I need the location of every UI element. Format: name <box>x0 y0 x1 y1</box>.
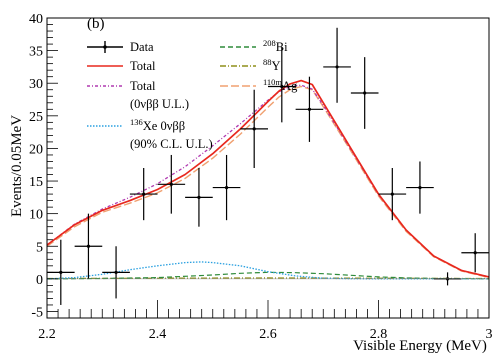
y-tick-label: 40 <box>29 12 43 27</box>
legend-xe-label: 136Xe 0νββ <box>130 117 185 133</box>
legend-ag-rest: Ag <box>282 79 298 93</box>
legend-total-label: Total <box>130 59 156 73</box>
legend-y-sup: 88 <box>263 57 272 67</box>
y-axis-label: Events/0.05MeV <box>9 115 25 217</box>
data-point <box>268 47 296 123</box>
axes: 2.2 2.4 2.6 2.8 3 -5 0 5 10 15 20 25 30 35 40 <box>29 12 493 342</box>
legend-data-label: Data <box>130 40 154 54</box>
x-tick-label: 3 <box>486 327 493 342</box>
data-point <box>350 57 379 129</box>
data-point <box>295 76 324 142</box>
series-line-total <box>46 79 490 278</box>
data-point <box>378 168 407 221</box>
y-tick-label: 20 <box>29 142 43 157</box>
y-tick-label: 15 <box>29 175 43 190</box>
data-point <box>240 89 268 168</box>
series-line-total-ul <box>46 84 490 278</box>
y-tick-label: 35 <box>29 45 43 60</box>
legend-y-rest: Y <box>272 59 281 73</box>
legend-ag-sup: 110m <box>263 77 282 87</box>
data-point <box>157 154 186 214</box>
series-line-xe <box>46 261 489 280</box>
legend-data-swatch <box>87 41 123 53</box>
data-point <box>185 168 213 227</box>
x-tick-label: 2.4 <box>149 327 167 342</box>
legend-xe-sup: 136 <box>130 117 143 127</box>
legend-xe-rest: Xe 0νββ <box>143 119 185 133</box>
data-points <box>47 27 489 305</box>
x-tick-label: 2.8 <box>370 327 388 342</box>
x-axis-label: Visible Energy (MeV) <box>353 338 487 354</box>
y-tick-label: 5 <box>36 240 43 255</box>
data-point <box>461 233 489 273</box>
legend-bi-rest: Bi <box>276 40 288 54</box>
x-tick-label: 2.6 <box>259 327 277 342</box>
panel-label: (b) <box>87 16 105 32</box>
series-line-bi <box>46 271 490 280</box>
y-tick-label: 30 <box>29 77 43 92</box>
data-point <box>129 168 158 221</box>
legend-bi-label: 208Bi <box>263 38 288 54</box>
model-curves <box>46 79 490 280</box>
data-point <box>74 213 103 279</box>
legend-ag-label: 110mAg <box>263 77 298 93</box>
legend-total-ul-label-2: (0νββ U.L.) <box>130 97 189 111</box>
data-point <box>102 246 130 299</box>
legend-y-label: 88Y <box>263 57 281 73</box>
data-point <box>212 154 241 221</box>
legend-xe-label-2: (90% C.L. U.L.) <box>130 137 213 151</box>
series-line-ag <box>46 85 490 279</box>
x-tick-label: 2.2 <box>38 327 56 342</box>
y-tick-label: 25 <box>29 110 43 125</box>
legend-total-ul-label: Total <box>130 79 156 93</box>
y-tick-label: 10 <box>29 208 43 223</box>
legend: Data Total Total (0νββ U.L.) 136Xe 0νββ … <box>87 38 298 151</box>
data-point <box>323 27 351 103</box>
legend-bi-sup: 208 <box>263 38 276 48</box>
data-point <box>406 161 434 214</box>
y-tick-label: -5 <box>31 305 43 320</box>
y-tick-label: 0 <box>36 273 43 288</box>
